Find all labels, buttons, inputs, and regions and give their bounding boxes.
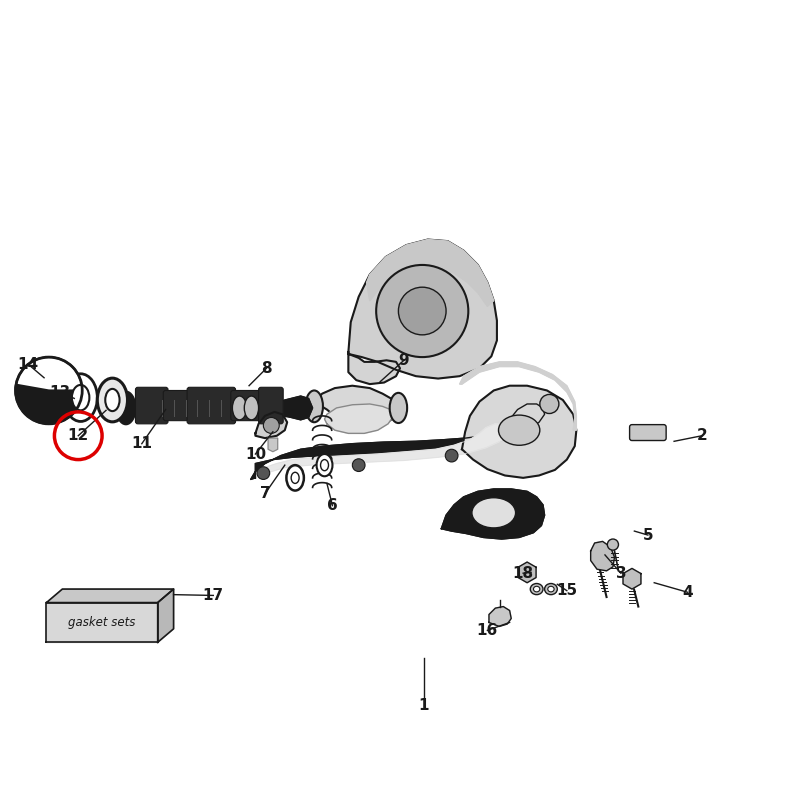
Text: 7: 7: [260, 486, 270, 502]
Polygon shape: [261, 424, 510, 471]
Polygon shape: [442, 489, 545, 539]
Polygon shape: [314, 386, 398, 427]
Text: 2: 2: [697, 428, 707, 443]
Text: 12: 12: [68, 428, 89, 443]
Ellipse shape: [116, 391, 136, 425]
FancyBboxPatch shape: [630, 425, 666, 441]
Polygon shape: [46, 602, 158, 642]
Ellipse shape: [98, 378, 127, 422]
Text: 17: 17: [202, 588, 224, 603]
Text: 1: 1: [418, 698, 429, 714]
Polygon shape: [348, 354, 400, 384]
Ellipse shape: [472, 498, 515, 528]
Text: 5: 5: [642, 527, 653, 542]
Circle shape: [540, 394, 559, 414]
Wedge shape: [15, 385, 82, 424]
FancyBboxPatch shape: [258, 387, 283, 424]
Polygon shape: [158, 589, 174, 642]
Text: 16: 16: [477, 623, 498, 638]
Text: 4: 4: [682, 585, 693, 600]
Ellipse shape: [106, 389, 119, 411]
Circle shape: [257, 466, 270, 479]
Circle shape: [521, 424, 534, 437]
Text: 10: 10: [245, 446, 266, 462]
Wedge shape: [16, 357, 82, 390]
Ellipse shape: [534, 586, 540, 592]
Text: 14: 14: [18, 357, 38, 372]
Polygon shape: [250, 404, 545, 479]
Ellipse shape: [317, 454, 333, 476]
Ellipse shape: [607, 539, 618, 550]
FancyBboxPatch shape: [135, 387, 168, 424]
Polygon shape: [46, 589, 174, 602]
Text: 6: 6: [327, 498, 338, 513]
Polygon shape: [120, 400, 297, 416]
Circle shape: [352, 458, 365, 471]
Ellipse shape: [321, 459, 329, 470]
Polygon shape: [348, 239, 497, 378]
Text: 13: 13: [50, 385, 70, 399]
Text: 3: 3: [615, 566, 626, 581]
FancyBboxPatch shape: [187, 387, 235, 424]
Polygon shape: [255, 412, 287, 438]
Polygon shape: [518, 562, 536, 582]
Text: 18: 18: [513, 566, 534, 581]
Text: 9: 9: [398, 353, 410, 368]
Polygon shape: [366, 239, 494, 306]
Circle shape: [376, 265, 468, 357]
Text: gasket sets: gasket sets: [68, 616, 136, 629]
FancyBboxPatch shape: [230, 390, 263, 421]
Circle shape: [263, 418, 279, 434]
Polygon shape: [268, 438, 278, 452]
Ellipse shape: [545, 583, 558, 594]
Polygon shape: [590, 542, 614, 571]
Polygon shape: [623, 569, 641, 589]
Ellipse shape: [244, 396, 258, 420]
Polygon shape: [462, 386, 576, 478]
Text: 11: 11: [131, 436, 152, 451]
Polygon shape: [325, 404, 394, 434]
Ellipse shape: [64, 374, 98, 422]
Ellipse shape: [390, 393, 407, 423]
Polygon shape: [489, 606, 511, 626]
Text: 8: 8: [262, 361, 272, 376]
FancyBboxPatch shape: [163, 390, 192, 421]
Polygon shape: [285, 396, 313, 420]
Ellipse shape: [498, 415, 540, 446]
Polygon shape: [459, 362, 576, 430]
Text: 15: 15: [556, 583, 578, 598]
Circle shape: [398, 287, 446, 335]
Ellipse shape: [530, 583, 543, 594]
Ellipse shape: [306, 390, 323, 422]
Circle shape: [446, 450, 458, 462]
Ellipse shape: [548, 586, 554, 592]
Ellipse shape: [232, 396, 246, 420]
Ellipse shape: [72, 385, 90, 410]
